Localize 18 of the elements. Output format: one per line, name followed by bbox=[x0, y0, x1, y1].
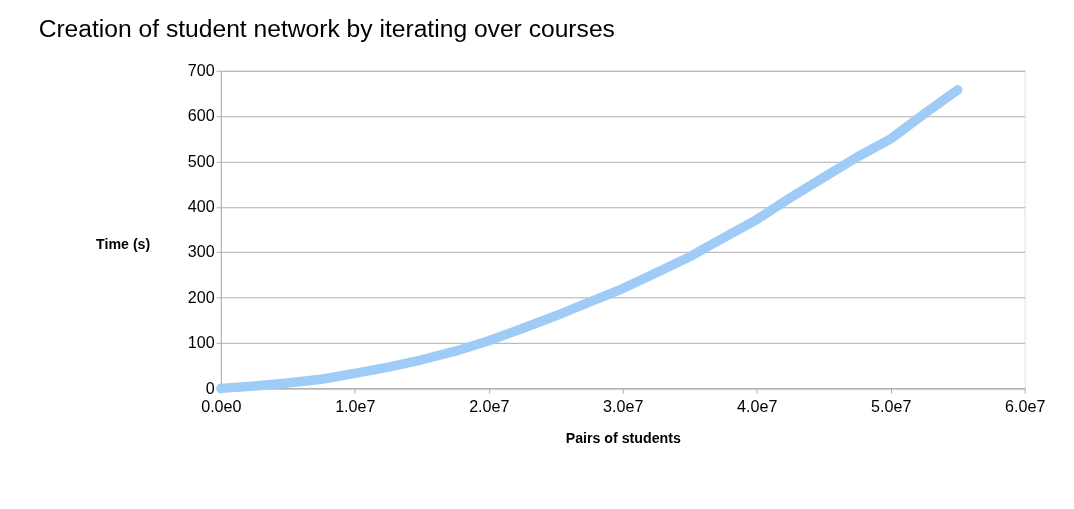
chart-title: Creation of student network by iterating over courses bbox=[38, 14, 615, 42]
y-tick-label: 600 bbox=[187, 106, 215, 125]
x-tick-label: 1.0e7 bbox=[335, 396, 376, 415]
y-tick-label: 0 bbox=[205, 378, 215, 397]
y-tick-label: 300 bbox=[187, 242, 215, 261]
y-tick-label: 500 bbox=[187, 151, 215, 170]
x-axis-title: Pairs of students bbox=[565, 429, 681, 446]
y-tick-label: 700 bbox=[187, 61, 215, 80]
x-tick-label: 4.0e7 bbox=[737, 396, 778, 415]
x-tick-label: 5.0e7 bbox=[871, 396, 912, 415]
y-tick-label: 200 bbox=[187, 287, 215, 306]
x-tick-label: 6.0e7 bbox=[1005, 396, 1046, 415]
y-tick-label: 100 bbox=[187, 333, 215, 352]
y-axis-title: Time (s) bbox=[96, 235, 151, 252]
y-tick-label: 400 bbox=[187, 197, 215, 216]
x-tick-label: 2.0e7 bbox=[469, 396, 510, 415]
x-tick-label: 0.0e0 bbox=[201, 396, 242, 415]
x-tick-label: 3.0e7 bbox=[603, 396, 644, 415]
